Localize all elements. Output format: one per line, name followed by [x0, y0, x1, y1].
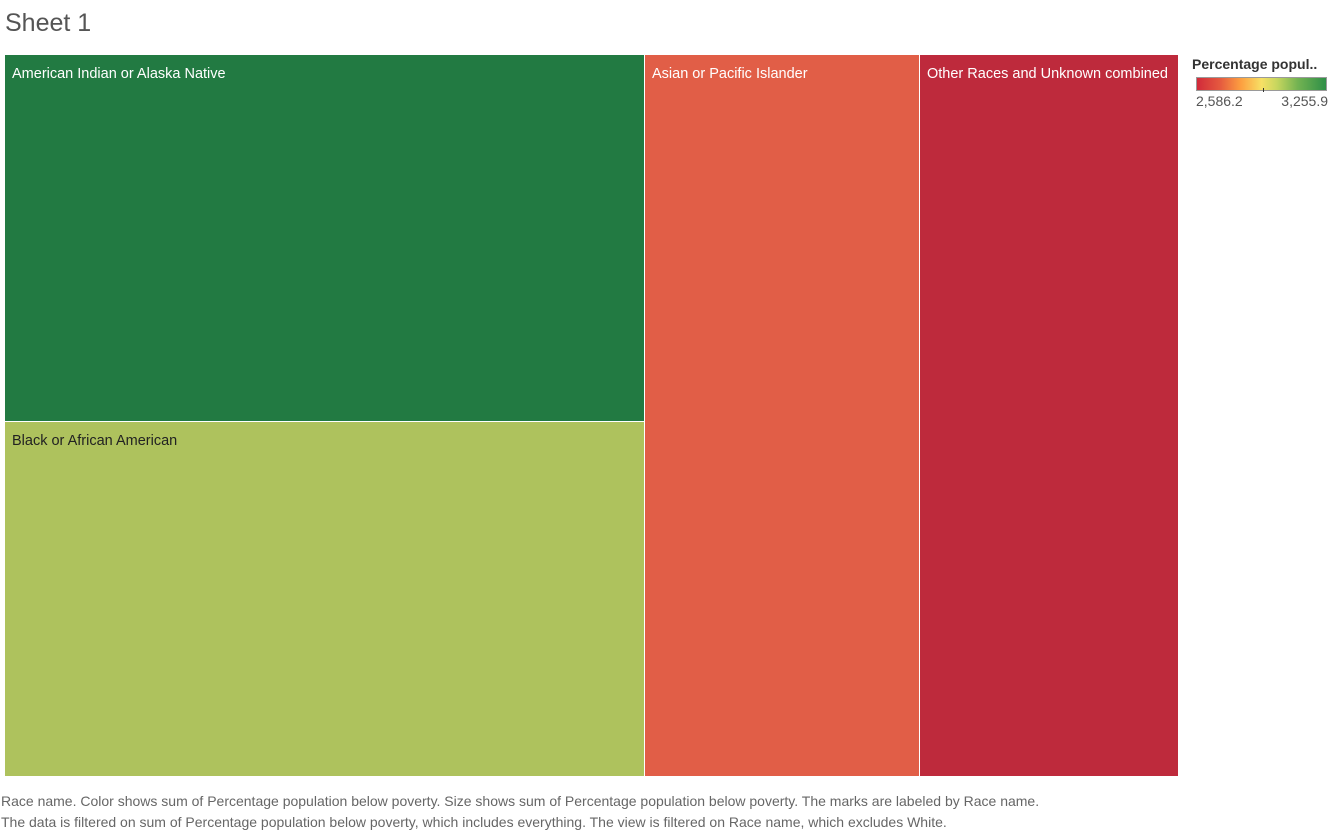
treemap-tile-label: Other Races and Unknown combined	[927, 66, 1168, 82]
caption-line-2: The data is filtered on sum of Percentag…	[1, 814, 947, 830]
treemap-tile-black-or-african-american[interactable]: Black or African American	[5, 422, 645, 777]
treemap-tile-label: Asian or Pacific Islander	[652, 66, 808, 82]
treemap-tile-american-indian-or-alaska-native[interactable]: American Indian or Alaska Native	[5, 55, 645, 422]
color-legend: Percentage popul.. 2,586.2 3,255.9	[1192, 56, 1328, 111]
legend-max-label: 3,255.9	[1281, 93, 1328, 109]
legend-tick	[1263, 88, 1264, 92]
treemap-tile-other-races-and-unknown-combined[interactable]: Other Races and Unknown combined	[920, 55, 1179, 777]
chart-caption: Race name. Color shows sum of Percentage…	[1, 791, 1321, 833]
treemap: American Indian or Alaska Native Black or…	[5, 55, 1179, 777]
caption-line-1: Race name. Color shows sum of Percentage…	[1, 793, 1040, 809]
treemap-tile-label: American Indian or Alaska Native	[12, 66, 226, 82]
treemap-tile-asian-or-pacific-islander[interactable]: Asian or Pacific Islander	[645, 55, 920, 777]
sheet-title: Sheet 1	[5, 9, 92, 37]
legend-min-label: 2,586.2	[1196, 93, 1243, 109]
legend-color-ramp	[1196, 77, 1327, 92]
legend-title[interactable]: Percentage popul..	[1192, 56, 1318, 72]
treemap-tile-label: Black or African American	[12, 433, 178, 449]
